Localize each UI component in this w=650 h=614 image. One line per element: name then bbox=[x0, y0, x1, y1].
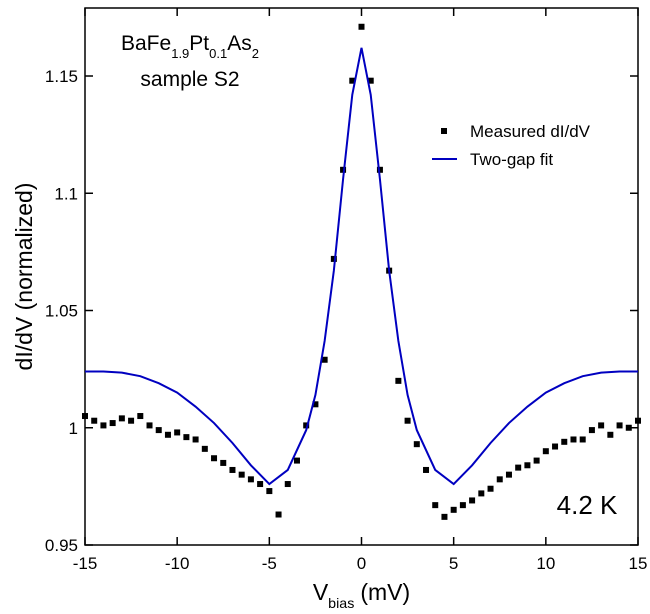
data-point bbox=[330, 255, 337, 262]
data-point bbox=[229, 466, 236, 473]
data-point bbox=[358, 23, 365, 30]
data-point bbox=[616, 422, 623, 429]
data-point bbox=[441, 513, 448, 520]
data-point bbox=[118, 415, 125, 422]
data-point bbox=[293, 457, 300, 464]
text-part: Pt bbox=[189, 32, 209, 55]
data-point bbox=[284, 481, 291, 488]
legend-label: Two-gap fit bbox=[470, 150, 553, 169]
data-point bbox=[128, 417, 135, 424]
data-point bbox=[211, 455, 218, 462]
data-point bbox=[155, 427, 162, 434]
data-point bbox=[561, 438, 568, 445]
data-point bbox=[201, 445, 208, 452]
data-point bbox=[91, 417, 98, 424]
y-axis-label: dI/dV (normalized) bbox=[11, 183, 37, 371]
text-part: 1.9 bbox=[171, 46, 189, 61]
x-tick-label: -15 bbox=[73, 554, 98, 573]
data-point bbox=[312, 401, 319, 408]
data-point bbox=[192, 436, 199, 443]
legend-marker bbox=[441, 128, 447, 134]
data-point bbox=[321, 356, 328, 363]
x-tick-label: -10 bbox=[165, 554, 190, 573]
x-tick-label: 5 bbox=[449, 554, 458, 573]
annotation: 4.2 K bbox=[557, 490, 618, 520]
x-tick-label: 15 bbox=[629, 554, 648, 573]
chart-title: BaFe1.9Pt0.1As2 bbox=[121, 32, 259, 61]
data-point bbox=[82, 413, 88, 420]
y-tick-label: 1.15 bbox=[45, 67, 78, 86]
data-point bbox=[275, 511, 282, 518]
data-point bbox=[367, 77, 374, 84]
y-tick-label: 1 bbox=[69, 419, 78, 438]
text-part: bias bbox=[328, 596, 354, 612]
data-point bbox=[220, 459, 227, 466]
data-point bbox=[552, 443, 559, 450]
data-point bbox=[469, 497, 476, 504]
x-tick-label: 10 bbox=[536, 554, 555, 573]
x-axis-label: Vbias (mV) bbox=[313, 579, 410, 612]
x-tick-label: 0 bbox=[357, 554, 366, 573]
data-point bbox=[625, 424, 632, 431]
data-point bbox=[266, 488, 273, 495]
legend-label: Measured dI/dV bbox=[470, 122, 591, 141]
data-point bbox=[450, 506, 457, 513]
data-point bbox=[413, 441, 420, 448]
data-point bbox=[487, 485, 494, 492]
y-tick-label: 1.1 bbox=[54, 184, 78, 203]
data-point bbox=[183, 434, 190, 441]
y-tick-label: 1.05 bbox=[45, 302, 78, 321]
y-tick-label: 0.95 bbox=[45, 536, 78, 555]
x-tick-label: -5 bbox=[262, 554, 277, 573]
data-point bbox=[238, 471, 245, 478]
fit-line bbox=[85, 47, 638, 486]
data-point bbox=[496, 476, 503, 483]
data-point bbox=[432, 502, 439, 509]
data-point bbox=[570, 436, 577, 443]
data-point bbox=[607, 431, 614, 438]
data-point bbox=[174, 429, 181, 436]
data-point bbox=[542, 448, 549, 455]
data-point bbox=[164, 431, 171, 438]
data-point bbox=[395, 377, 402, 384]
data-point bbox=[515, 464, 522, 471]
data-point bbox=[533, 457, 540, 464]
data-point bbox=[588, 427, 595, 434]
data-point bbox=[340, 166, 347, 173]
text-part: As bbox=[227, 32, 252, 55]
data-point bbox=[137, 413, 144, 420]
text-part: BaFe bbox=[121, 32, 171, 55]
data-point bbox=[257, 481, 264, 488]
text-part: V bbox=[313, 579, 329, 605]
data-point bbox=[478, 490, 485, 497]
data-point bbox=[505, 471, 512, 478]
text-part: 0.1 bbox=[209, 46, 227, 61]
text-part: (mV) bbox=[360, 579, 410, 605]
data-point bbox=[459, 502, 466, 509]
data-point bbox=[423, 466, 430, 473]
text-part: 2 bbox=[252, 46, 259, 61]
data-point bbox=[349, 77, 356, 84]
data-point bbox=[598, 422, 605, 429]
data-point bbox=[579, 436, 586, 443]
data-point bbox=[376, 166, 383, 173]
data-point bbox=[146, 422, 153, 429]
data-point bbox=[100, 422, 107, 429]
data-point bbox=[247, 476, 254, 483]
data-point bbox=[404, 417, 411, 424]
data-point bbox=[109, 420, 116, 427]
data-point bbox=[635, 417, 641, 424]
chart-subtitle: sample S2 bbox=[140, 68, 239, 91]
data-point bbox=[303, 422, 310, 429]
data-point bbox=[524, 462, 531, 469]
